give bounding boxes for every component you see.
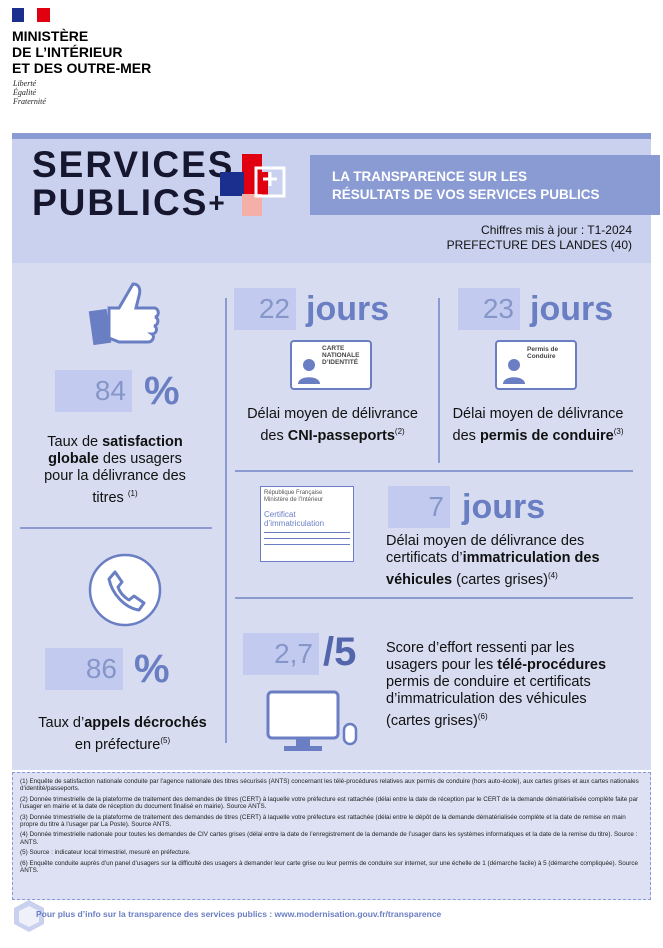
license-card: Permis de Conduire (495, 340, 577, 390)
stat-unit: % (134, 647, 170, 691)
text: des usagers pour la délivrance des titre… (44, 451, 186, 506)
stat-unit: jours (306, 290, 390, 328)
note-ref: (2) (394, 427, 405, 436)
brand-line: PUBLICS+ (32, 184, 234, 222)
stat-unit: jours (462, 488, 546, 526)
footnotes: (1) Enquête de satisfaction nationale co… (20, 778, 640, 874)
logo (220, 154, 286, 216)
stat-text: Score d’effort ressenti par les usagers … (386, 640, 616, 730)
doc-lines (264, 539, 350, 545)
footnote: (3) Donnée trimestrielle de la plateform… (20, 813, 626, 829)
note-ref: (1) (127, 489, 138, 498)
text: Délai moyen de délivrance des (452, 406, 624, 444)
footnote: (6) Enquête conduite auprès d’un panel d… (20, 859, 639, 875)
flag (12, 8, 50, 22)
note-ref: (5) (160, 736, 171, 745)
footer-icon (14, 900, 44, 932)
divider (235, 597, 633, 599)
divider (225, 298, 227, 743)
update: Chiffres mis à jour : T1-2024 PREFECTURE … (447, 223, 632, 253)
text-bold: télé-procédures (497, 657, 607, 673)
tagline-line: RÉSULTATS DE VOS SERVICES PUBLICS (332, 187, 600, 202)
divider (438, 298, 440, 463)
text-bold: permis de conduire (479, 427, 614, 444)
stat-unit: jours (530, 290, 614, 328)
stat-value: 86 (45, 648, 123, 690)
brand: SERVICES PUBLICS+ (32, 146, 234, 222)
tagline-band (310, 155, 660, 215)
divider (20, 527, 212, 529)
stat-text: Délai moyen de délivrance des permis de … (448, 406, 628, 445)
note-ref: (4) (547, 571, 558, 580)
ministry-line: DE L’INTÉRIEUR (12, 44, 123, 60)
text-bold: immatriculation des véhicules (386, 550, 600, 588)
tagline-line: LA TRANSPARENCE SUR LES (332, 169, 528, 184)
footnote: (4) Donnée trimestrielle nationale pour … (20, 831, 638, 846)
card-line: Permis de Conduire (527, 346, 559, 360)
text-bold: CNI-passeports (287, 427, 395, 444)
stat-unit: /5 (323, 630, 357, 674)
registration-doc: République Française Ministère de l’Intér… (260, 486, 354, 562)
footnote: (1) Enquête de satisfaction nationale co… (20, 778, 639, 793)
motto: Fraternité (13, 97, 46, 106)
stat-text: Taux d’appels décrochés en préfecture(5) (30, 715, 215, 754)
footer-link[interactable]: Pour plus d’info sur la transparence des… (36, 909, 442, 919)
stat-text: Délai moyen de délivrance des certificat… (386, 533, 611, 589)
id-card: CARTE NATIONALE D’IDENTITÉ (290, 340, 372, 390)
doc-line: Ministère de l’Intérieur (264, 497, 324, 503)
text-bold: appels décrochés (84, 715, 207, 731)
text: Taux d’ (38, 715, 85, 731)
footnote: (2) Donnée trimestrielle de la plateform… (20, 795, 639, 811)
motto: Liberté (13, 79, 37, 88)
ministry-line: MINISTÈRE (12, 28, 89, 44)
text: Délai moyen de délivrance des (247, 406, 418, 444)
stat-unit: % (144, 369, 180, 413)
doc-line: d’immatriculation (264, 519, 325, 528)
motto: Égalité (13, 88, 37, 97)
card-line: CARTE NATIONALE (322, 345, 360, 359)
text: en préfecture (74, 736, 161, 753)
tagline: LA TRANSPARENCE SUR LES RÉSULTATS DE VOS … (332, 168, 600, 204)
stat-value: 2,7 (243, 633, 319, 675)
text: (cartes grises) (452, 571, 548, 588)
prefecture: PREFECTURE DES LANDES (40) (446, 238, 632, 252)
text-bold: satisfaction globale (48, 434, 183, 467)
doc-line: Certificat (264, 510, 296, 519)
stat-text: Délai moyen de délivrance des CNI-passep… (240, 406, 425, 445)
stat-text: Taux de satisfaction globale des usagers… (40, 434, 190, 507)
divider (235, 470, 633, 472)
stat-value: 7 (388, 486, 450, 528)
doc-lines (264, 532, 350, 539)
text: Taux de (47, 434, 103, 450)
person-icon (298, 359, 320, 384)
text: permis de conduire et certificats d’imma… (386, 674, 591, 729)
note-ref: (3) (613, 427, 624, 436)
thumb-icon (88, 282, 160, 346)
ministry-line: ET DES OUTRE-MER (12, 60, 152, 76)
footnote: (5) Source : indicateur local trimestrie… (20, 849, 191, 857)
card-text: CARTE NATIONALE D’IDENTITÉ (322, 345, 370, 366)
stat-value: 84 (55, 370, 132, 412)
phone-icon (88, 553, 162, 627)
card-line: D’IDENTITÉ (322, 359, 359, 366)
doc-line: République Française (264, 490, 323, 496)
stat-value: 22 (234, 288, 296, 330)
note-ref: (6) (477, 712, 488, 721)
brand-line: SERVICES (32, 144, 235, 185)
brand-word: PUBLICS (32, 182, 209, 223)
person-icon (503, 359, 525, 384)
text: Délai moyen de délivrance des certificat… (386, 533, 585, 566)
computer-icon (266, 690, 358, 751)
stat-value: 23 (458, 288, 520, 330)
footnotes-box (12, 772, 651, 900)
update-date: Chiffres mis à jour : T1-2024 (481, 223, 632, 237)
text: Score d’effort ressenti par les usagers … (386, 640, 575, 673)
